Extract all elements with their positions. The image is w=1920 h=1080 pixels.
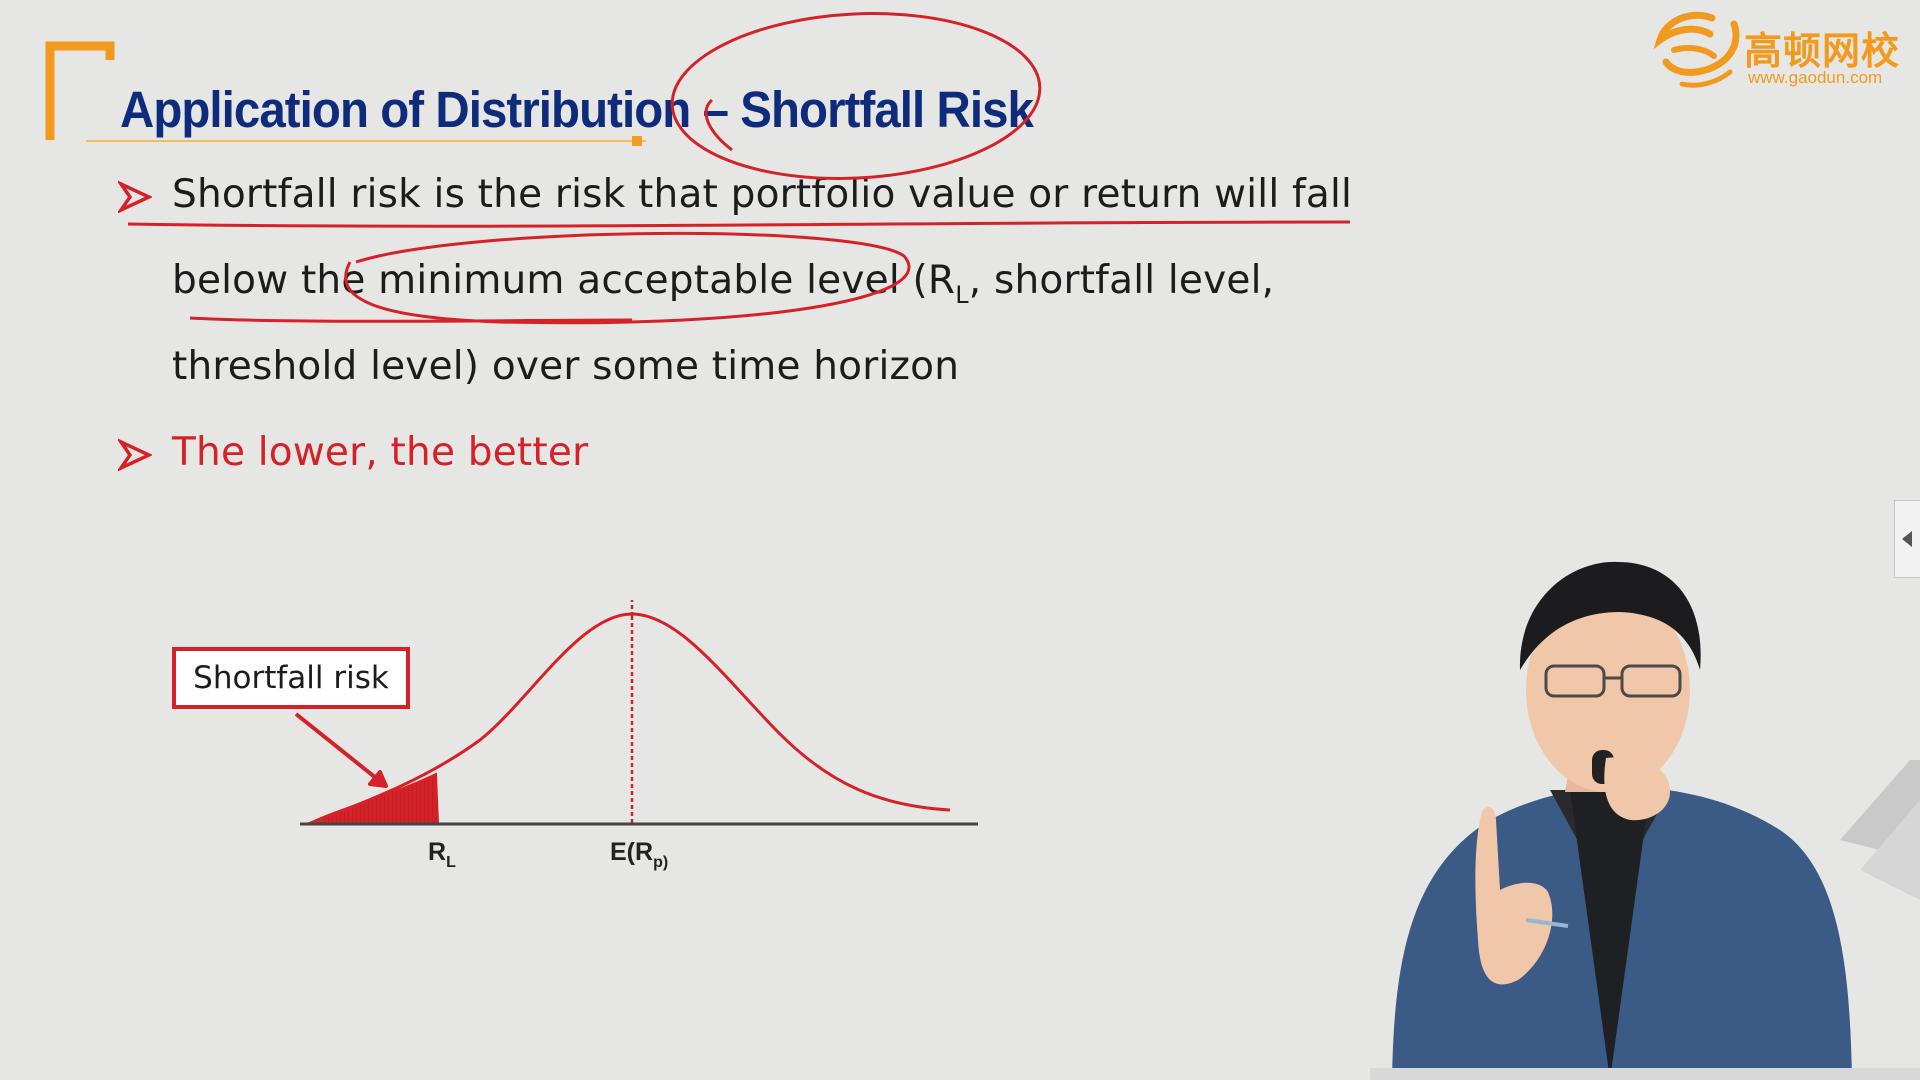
x-label-erp: E(Rp) — [610, 838, 668, 871]
shortfall-risk-diagram: Shortfall risk RL E(Rp) — [160, 600, 1000, 890]
x-label-rl: RL — [428, 838, 456, 871]
bullet-1-line-2: below the minimum acceptable level (RL, … — [172, 258, 1275, 309]
x-label-rl-main: R — [428, 838, 447, 866]
slide-title: Application of Distribution – Shortfall … — [120, 81, 1034, 138]
callout-label: Shortfall risk — [193, 660, 389, 696]
title-underline-dot — [632, 136, 642, 146]
line2-underline-annotation — [189, 316, 633, 323]
title-bracket-icon — [45, 41, 115, 140]
presenter-hand — [1475, 806, 1553, 985]
x-label-rl-sub: L — [446, 854, 456, 871]
callout-arrow-head — [368, 770, 388, 788]
distribution-curve-graphic — [294, 600, 978, 826]
bullet-2-text: The lower, the better — [172, 430, 589, 475]
bullet-1-line-2-tail: , shortfall level, — [968, 258, 1275, 303]
shortfall-risk-callout: Shortfall risk — [172, 647, 410, 709]
presenter-hair — [1519, 561, 1701, 670]
gaodun-swirl-icon — [1653, 11, 1740, 88]
presenter-face — [1526, 588, 1690, 792]
chevron-left-icon — [1902, 531, 1912, 547]
callout-arrow-line — [294, 712, 388, 788]
side-panel-toggle[interactable] — [1894, 500, 1920, 578]
rl-subscript: L — [955, 281, 969, 309]
logo-url: www.gaodun.com — [1748, 68, 1883, 87]
x-label-erp-sub: p) — [653, 854, 669, 871]
bullet-1-line-2-text: below the minimum acceptable level (R — [172, 258, 956, 303]
bullet-1-line-3: threshold level) over some time horizon — [172, 344, 960, 389]
gaodun-logo: 高顿网校 www.gaodun.com — [1652, 6, 1914, 92]
bullet-1-line-1: Shortfall risk is the risk that portfoli… — [172, 172, 1353, 217]
arrowhead-bullet-icon — [118, 180, 152, 214]
x-label-erp-main: E(R — [610, 838, 654, 866]
line1-underline-annotation — [127, 220, 1351, 228]
logo-name: 高顿网校 — [1744, 29, 1901, 73]
arrowhead-bullet-icon — [118, 438, 152, 472]
title-underline — [86, 140, 646, 142]
presenter-video-inset — [1370, 561, 1920, 1080]
